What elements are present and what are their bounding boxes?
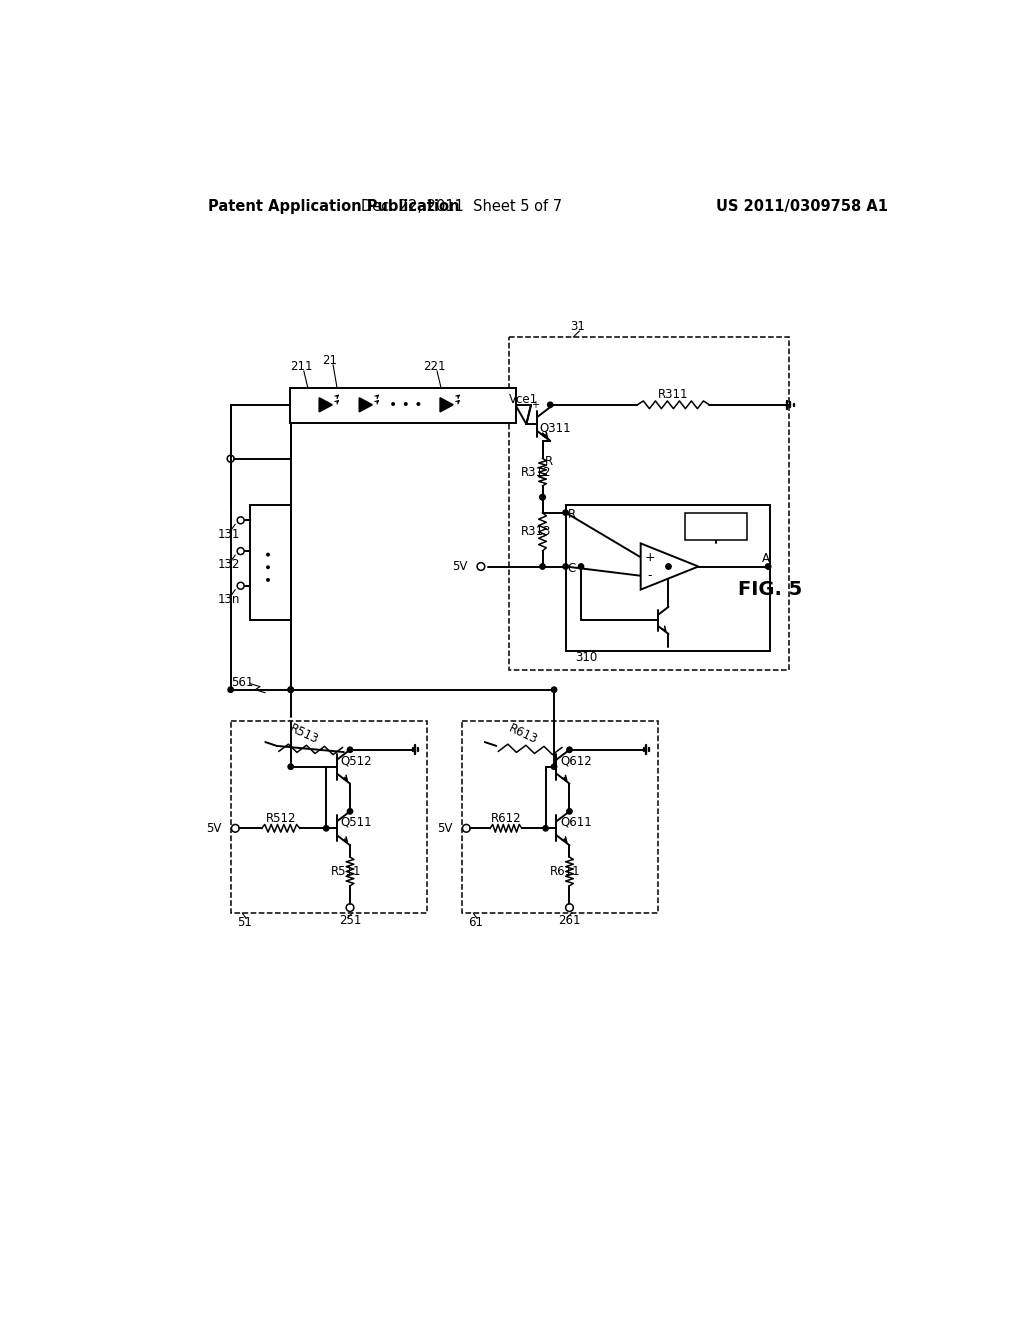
Text: 261: 261 [558,915,581,927]
Circle shape [579,564,584,569]
Text: 13n: 13n [218,593,241,606]
Circle shape [347,747,352,752]
Circle shape [288,686,294,693]
Text: 561: 561 [231,676,253,689]
Text: 132: 132 [218,558,241,572]
Circle shape [666,564,671,569]
Circle shape [324,825,329,832]
Text: 131: 131 [218,528,241,541]
Text: Dec. 22, 2011  Sheet 5 of 7: Dec. 22, 2011 Sheet 5 of 7 [361,198,562,214]
Text: 251: 251 [339,915,361,927]
Circle shape [551,686,557,693]
Circle shape [566,809,572,814]
Text: 61: 61 [468,916,483,929]
Text: +: + [645,550,655,564]
Text: R513: R513 [288,722,321,747]
Text: 221: 221 [424,360,446,372]
Circle shape [288,686,294,693]
Text: R: R [567,508,575,520]
Text: 211: 211 [290,360,312,372]
Text: R512: R512 [265,812,296,825]
Text: A: A [762,552,770,565]
Circle shape [563,564,568,569]
Circle shape [548,403,553,408]
Text: R611: R611 [550,865,581,878]
Text: Q311: Q311 [540,421,571,434]
Bar [230,721,427,913]
Text: US 2011/0309758 A1: US 2011/0309758 A1 [716,198,888,214]
Text: +: + [530,400,539,409]
Bar [509,337,788,671]
Text: 5V: 5V [437,822,453,834]
Text: C: C [567,561,575,574]
Polygon shape [440,397,453,412]
Polygon shape [319,397,332,412]
Bar [462,721,658,913]
Text: 5V: 5V [452,560,467,573]
Bar [290,388,515,422]
Bar [685,512,746,540]
Text: Q611: Q611 [560,816,592,829]
Text: 5V: 5V [206,822,221,834]
Text: Q511: Q511 [341,816,373,829]
Text: Vref: Vref [706,521,726,531]
Circle shape [540,495,545,500]
Circle shape [765,564,771,569]
Circle shape [563,510,568,515]
Text: Q512: Q512 [341,754,373,767]
Bar [565,506,770,651]
Text: FIG. 5: FIG. 5 [737,579,802,599]
Text: R311: R311 [658,388,689,401]
Text: 31: 31 [569,319,585,333]
Circle shape [543,825,548,832]
Text: R313: R313 [521,525,551,539]
Circle shape [288,764,294,770]
Text: • • •: • • • [263,549,276,583]
Text: 51: 51 [238,916,252,929]
Text: R312: R312 [521,466,552,479]
Circle shape [566,747,572,752]
Text: Vce1: Vce1 [509,393,538,407]
Text: Q612: Q612 [560,754,592,767]
Polygon shape [641,544,698,590]
Text: 310: 310 [575,651,598,664]
Text: R612: R612 [490,812,521,825]
Text: R613: R613 [507,722,540,747]
Circle shape [347,809,352,814]
Text: Patent Application Publication: Patent Application Publication [208,198,459,214]
Circle shape [551,764,557,770]
Text: 21: 21 [322,354,337,367]
Circle shape [540,564,545,569]
Circle shape [540,495,545,500]
Polygon shape [359,397,373,412]
Text: • • •: • • • [389,397,423,412]
Bar [250,506,291,620]
Text: R511: R511 [331,865,361,878]
Text: -: - [647,569,652,582]
Circle shape [228,686,233,693]
Text: R: R [545,455,553,467]
